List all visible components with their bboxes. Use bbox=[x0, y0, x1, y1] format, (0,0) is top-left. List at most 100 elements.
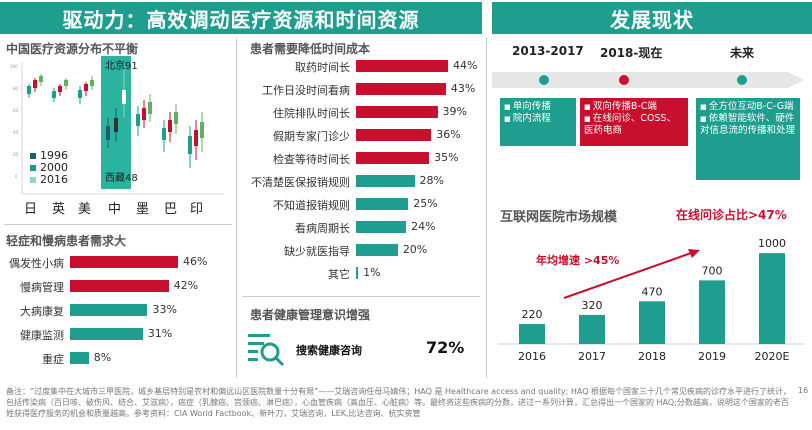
awareness-label: 搜索健康咨询 bbox=[296, 344, 362, 357]
time-cost-value: 39% bbox=[442, 105, 467, 118]
timeline-box-3: 全方位互动B-C-G端依赖智能软件、硬件对信息流的传播和处理 bbox=[696, 98, 800, 180]
time-cost-bar bbox=[356, 129, 432, 141]
right-banner: 发展现状 bbox=[492, 2, 812, 34]
demand-bar bbox=[70, 328, 143, 340]
awareness-value: 72% bbox=[426, 338, 465, 357]
boxplot-japan bbox=[27, 74, 43, 98]
time-cost-bar bbox=[356, 221, 407, 233]
time-cost-bar bbox=[356, 267, 359, 279]
time-cost-bar bbox=[356, 60, 448, 72]
market-bar bbox=[639, 301, 665, 344]
time-cost-label: 住院排队时间长 bbox=[273, 107, 350, 120]
country-us: 美 bbox=[78, 202, 92, 217]
market-bar bbox=[699, 280, 725, 344]
country-uk: 英 bbox=[52, 202, 66, 217]
country-cn: 中 bbox=[108, 202, 122, 217]
awareness-title: 患者健康管理意识增强 bbox=[250, 308, 371, 322]
boxplot-mexico bbox=[136, 94, 152, 136]
divider-left-h bbox=[4, 224, 232, 225]
legend-2016: 2016 bbox=[30, 174, 68, 186]
time-cost-value: 1% bbox=[363, 266, 381, 279]
boxplot-us bbox=[78, 76, 94, 104]
time-cost-label: 检查等待时间长 bbox=[273, 153, 350, 166]
market-category-label: 2016 bbox=[518, 350, 546, 363]
market-category-label: 2019 bbox=[698, 350, 726, 363]
legend-1996: 1996 bbox=[30, 150, 68, 162]
page-number: 16 bbox=[798, 386, 809, 395]
time-cost-label: 缺少就医指导 bbox=[284, 245, 350, 258]
growth-label: 年均增速 >45% bbox=[536, 254, 620, 267]
time-cost-chart: 取药时间长 44% 工作日没时间看病 43% 住院排队时间长 39% 假期专家门诊少 36% 检… bbox=[242, 59, 482, 290]
market-category-label: 2017 bbox=[578, 350, 606, 363]
timeline-arrow bbox=[492, 72, 804, 88]
demand-label: 大病康复 bbox=[20, 305, 64, 318]
svg-text:20: 20 bbox=[13, 152, 19, 157]
time-cost-label: 看病周期长 bbox=[295, 222, 350, 235]
svg-text:100: 100 bbox=[10, 64, 18, 69]
time-cost-value: 35% bbox=[434, 151, 459, 164]
left-banner: 驱动力：高效调动医疗资源和时间资源 bbox=[0, 2, 482, 34]
period-1: 2013-2017 bbox=[512, 44, 584, 58]
svg-text:0: 0 bbox=[15, 174, 18, 179]
time-cost-value: 20% bbox=[402, 243, 428, 256]
svg-text:60: 60 bbox=[13, 108, 19, 113]
market-category-label: 2020E bbox=[755, 350, 790, 363]
time-cost-label: 工作日没时间看病 bbox=[262, 84, 350, 97]
timeline-box-2: 双向传播B-C端在线问诊、COSS、医药电商 bbox=[580, 98, 688, 146]
boxplot-uk bbox=[52, 78, 68, 102]
demand-title: 轻症和慢病患者需求大 bbox=[6, 234, 127, 248]
boxplot-brazil bbox=[162, 104, 178, 152]
time-cost-bar bbox=[356, 106, 438, 118]
timeline-box-1: 单向传播院内流程 bbox=[500, 98, 576, 146]
market-bar bbox=[759, 253, 785, 344]
time-cost-value: 25% bbox=[413, 197, 438, 210]
boxplot-china bbox=[106, 70, 126, 148]
legend-2000: 2000 bbox=[30, 162, 68, 174]
country-br: 巴 bbox=[164, 202, 178, 217]
time-cost-bar bbox=[356, 152, 430, 164]
market-bar-value: 320 bbox=[582, 299, 603, 312]
time-cost-value: 24% bbox=[411, 220, 436, 233]
demand-value: 8% bbox=[93, 351, 112, 364]
annot-beijing: 北京91 bbox=[105, 61, 138, 72]
search-list-icon bbox=[246, 330, 286, 370]
time-cost-label: 不清楚医保报销规则 bbox=[251, 176, 350, 189]
market-bar-value: 470 bbox=[642, 285, 663, 298]
country-jp: 日 bbox=[24, 202, 38, 217]
time-cost-value: 43% bbox=[450, 82, 476, 95]
divider-left-mid bbox=[236, 38, 237, 378]
market-bar-value: 700 bbox=[702, 264, 723, 277]
divider-mid-h bbox=[242, 296, 480, 297]
boxplot-india bbox=[188, 112, 204, 168]
demand-bar bbox=[70, 256, 178, 268]
country-mx: 墨 bbox=[136, 202, 150, 217]
time-cost-bar bbox=[356, 175, 415, 187]
divider-right bbox=[486, 38, 487, 378]
demand-value: 46% bbox=[183, 255, 208, 268]
resource-boxplot-svg: 100 80 60 40 20 0 bbox=[10, 56, 224, 195]
demand-label: 重症 bbox=[42, 353, 64, 366]
resource-legend: 1996 2000 2016 bbox=[30, 150, 68, 186]
demand-label: 健康监测 bbox=[20, 329, 64, 342]
footnote: 备注：“过度集中在大城市三甲医院，城乡基层特别是农村和偏远山区医院数量十分有限”… bbox=[6, 387, 792, 418]
time-cost-label: 其它 bbox=[328, 268, 350, 281]
market-title: 互联网医院市场规模 bbox=[500, 210, 618, 225]
demand-label: 偶发性小病 bbox=[9, 257, 64, 270]
time-cost-label: 假期专家门诊少 bbox=[273, 130, 350, 143]
svg-text:40: 40 bbox=[13, 130, 19, 135]
time-cost-value: 28% bbox=[419, 174, 444, 187]
y-ticks: 100 80 60 40 20 0 bbox=[10, 64, 19, 179]
market-category-label: 2018 bbox=[638, 350, 666, 363]
market-bar bbox=[519, 324, 545, 344]
demand-value: 33% bbox=[152, 303, 177, 316]
time-cost-value: 36% bbox=[436, 128, 461, 141]
time-cost-bar bbox=[356, 244, 398, 256]
demand-bar bbox=[70, 280, 169, 292]
period-3: 未来 bbox=[730, 46, 755, 60]
market-bar bbox=[579, 314, 605, 344]
market-bar-chart: 220 2016 320 2017 470 2018 700 2019 1000 2020E bbox=[498, 237, 804, 363]
china-resource-chart: 100 80 60 40 20 0 bbox=[4, 56, 232, 221]
growth-arrow bbox=[563, 251, 695, 299]
country-in: 印 bbox=[190, 202, 204, 217]
market-subtitle: 在线问诊占比>47% bbox=[676, 208, 787, 222]
